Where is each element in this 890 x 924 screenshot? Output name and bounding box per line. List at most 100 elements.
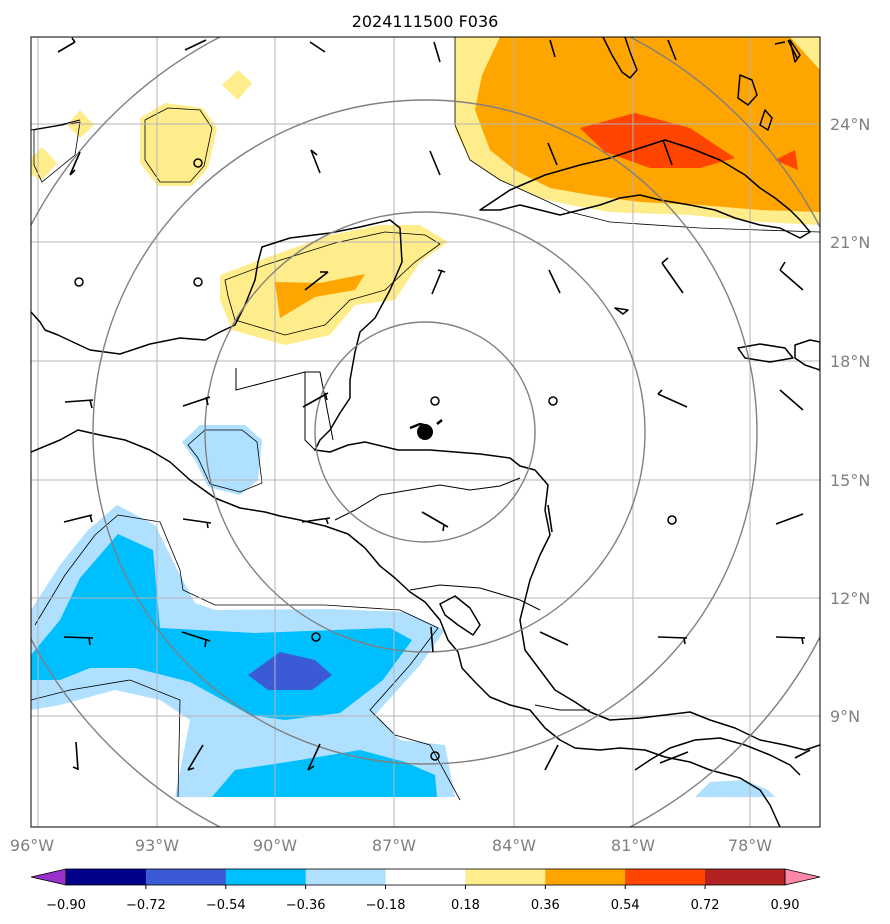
colorbar-swatch [545, 869, 626, 885]
wind-barb [64, 399, 94, 409]
wind-barb [657, 389, 688, 408]
colorbar-label: −0.54 [206, 898, 246, 913]
storm-track-mark [409, 422, 429, 430]
border-us-mexico [31, 119, 81, 131]
wind-barb [63, 636, 94, 646]
colorbar-tick-labels: −0.90 −0.72 −0.54 −0.36 −0.18 0.18 0.36 0.54 0.7… [46, 898, 799, 913]
colorbar-swatch [385, 869, 466, 885]
coastline-bahamas [737, 39, 801, 131]
lon-label: 78°W [728, 836, 772, 855]
colorbar-swatch [66, 869, 147, 885]
colorbar-swatch [305, 869, 387, 885]
wind-barb [181, 631, 211, 648]
colorbar-label: 0.90 [771, 898, 800, 913]
contour-bay [187, 429, 263, 493]
wind-barb [182, 396, 211, 407]
colorbar-label: 0.18 [451, 898, 480, 913]
range-ring-3deg [314, 321, 536, 543]
negative-anomaly-fill [31, 425, 775, 797]
wind-barb [182, 518, 212, 529]
fill-gulf-pos-0.54-east [775, 150, 798, 170]
colorbar-label: −0.18 [366, 898, 406, 913]
wind-barb [549, 39, 556, 58]
wind-barb [301, 517, 331, 525]
wind-barb [430, 626, 434, 653]
latitude-labels: 9°N 12°N 15°N 18°N 21°N 24°N [830, 115, 870, 726]
wind-barb [72, 741, 79, 771]
wind-barb [433, 41, 441, 63]
wind-barb [657, 636, 688, 645]
colorbar-label: 0.54 [611, 898, 640, 913]
calm-marker [74, 277, 84, 287]
wind-barb [662, 139, 673, 166]
wind-barb [421, 511, 449, 532]
colorbar-extend-low [30, 868, 67, 886]
calm-markers [74, 158, 677, 761]
lon-label: 96°W [10, 836, 54, 855]
fill-bay-neg-0.18 [182, 425, 262, 495]
wind-barb [431, 269, 446, 295]
wind-barb [69, 151, 81, 176]
calm-marker [311, 632, 321, 642]
map-frame [30, 36, 821, 828]
wind-barb [57, 37, 76, 53]
wind-barb [774, 39, 798, 59]
lon-label: 90°W [253, 836, 297, 855]
storm-track-mark [436, 419, 443, 425]
coastline-jamaica [737, 343, 794, 363]
wind-barb [667, 39, 677, 61]
wind-barb [779, 389, 804, 411]
border-costa-rica-panama [534, 704, 590, 711]
lat-label: 18°N [830, 352, 870, 371]
wind-barb [548, 269, 561, 294]
coastlines [31, 37, 820, 827]
lon-label: 87°W [372, 836, 416, 855]
coastline-cuba [479, 139, 811, 239]
colorbar-swatches [30, 868, 821, 889]
lon-label: 84°W [492, 836, 536, 855]
border-honduras [334, 477, 521, 521]
wind-barb [187, 744, 204, 771]
lat-label: 15°N [830, 471, 870, 490]
wind-barb [659, 751, 689, 764]
longitude-labels: 96°W 93°W 90°W 87°W 84°W 81°W 78°W [10, 836, 772, 855]
colorbar-label: −0.36 [286, 898, 326, 913]
colorbar-frame [65, 868, 786, 886]
coastline-central-america-caribbean [519, 469, 820, 751]
calm-marker [193, 158, 203, 168]
colorbar-swatch [145, 869, 227, 885]
contour-nw-a [144, 107, 213, 183]
contour-yucatan [224, 231, 441, 336]
wind-barbs [57, 37, 811, 771]
lon-label: 93°W [135, 836, 179, 855]
lat-label: 21°N [830, 233, 870, 252]
map-panel [31, 37, 820, 827]
wind-barb [304, 271, 329, 291]
wind-barb [307, 743, 321, 771]
wind-barb [775, 636, 806, 645]
calm-marker [548, 396, 558, 406]
calm-marker [193, 277, 203, 287]
fill-carib-neg-0.18 [695, 780, 775, 797]
fill-gulf-pos-0.36-yucatan [275, 274, 365, 318]
wind-barb [775, 513, 804, 525]
contour-gulf [454, 37, 820, 233]
wind-barb [547, 142, 558, 166]
storm-center [409, 419, 443, 440]
fill-pac-neg-0.36-south [212, 750, 437, 797]
gridlines [31, 37, 820, 827]
coastline-cayman [614, 307, 629, 315]
lon-label: 81°W [611, 836, 655, 855]
wind-barb [63, 514, 93, 523]
coastline-gulf-mexico [31, 219, 536, 471]
lat-label: 12°N [830, 589, 870, 608]
wind-barb [302, 392, 329, 408]
border-guatemala-belize [305, 371, 334, 441]
calm-marker [667, 515, 677, 525]
political-borders [31, 119, 590, 711]
colorbar: −0.90 −0.72 −0.54 −0.36 −0.18 0.18 0.36 0.54 0.7… [30, 868, 821, 913]
colorbar-swatch [225, 869, 307, 885]
coastline-hispaniola [794, 339, 820, 371]
wind-barb [429, 150, 441, 176]
calm-marker [430, 396, 440, 406]
